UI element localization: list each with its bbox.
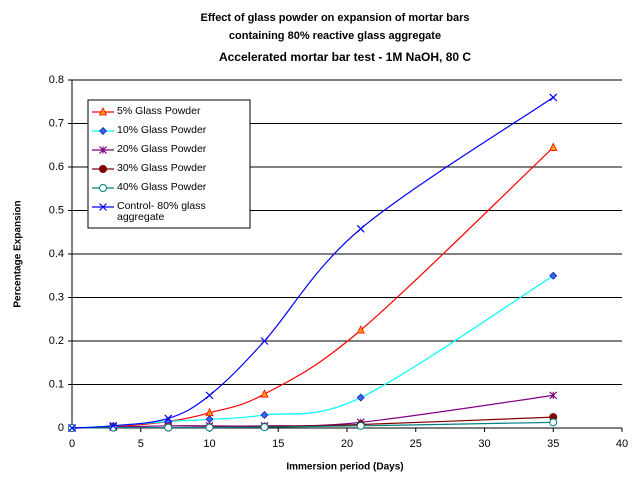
y-tick-label: 0.2 xyxy=(49,335,64,347)
legend-marker xyxy=(99,184,107,192)
legend-marker xyxy=(99,146,107,154)
y-tick-label: 0.8 xyxy=(49,74,64,86)
legend-box xyxy=(87,99,251,229)
marker xyxy=(549,93,558,102)
y-axis-label: Percentage Expansion xyxy=(13,200,24,307)
chart-title: Effect of glass powder on expansion of m… xyxy=(201,12,470,24)
marker xyxy=(164,414,173,423)
marker xyxy=(68,424,76,432)
marker xyxy=(549,271,558,280)
legend-label: 5% Glass Powder xyxy=(117,106,201,117)
x-tick-label: 35 xyxy=(547,438,559,450)
legend-entry: 10% Glass Powder xyxy=(117,125,207,136)
marker xyxy=(205,423,214,432)
marker xyxy=(356,421,365,430)
x-tick-label: 0 xyxy=(69,438,75,450)
series-line xyxy=(71,275,554,429)
legend-label: 10% Glass Powder xyxy=(117,125,207,136)
marker xyxy=(356,224,365,233)
legend-label: 30% Glass Powder xyxy=(117,163,207,174)
marker xyxy=(260,411,269,419)
y-tick-label: 0.4 xyxy=(49,248,64,260)
x-tick-label: 30 xyxy=(478,438,490,450)
legend-marker xyxy=(98,107,108,116)
marker xyxy=(260,423,269,432)
x-tick-label: 15 xyxy=(272,438,284,450)
marker xyxy=(356,325,365,334)
y-tick-label: 0.5 xyxy=(49,204,64,216)
legend-entry: 40% Glass Powder xyxy=(117,182,207,193)
legend-label: 20% Glass Powder xyxy=(117,144,207,155)
y-tick-label: 0.1 xyxy=(49,378,64,390)
x-tick-label: 10 xyxy=(203,438,215,450)
y-tick-label: 0.6 xyxy=(49,161,64,173)
marker xyxy=(205,391,214,400)
x-tick-label: 40 xyxy=(616,438,628,450)
legend-label: Control- 80% glass aggregate xyxy=(117,201,206,223)
marker xyxy=(549,391,558,400)
legend-marker xyxy=(99,165,107,173)
x-tick-label: 5 xyxy=(138,438,144,450)
marker xyxy=(356,393,365,402)
series-line xyxy=(71,146,554,429)
legend-label: 40% Glass Powder xyxy=(117,182,207,193)
legend-entry: 20% Glass Powder xyxy=(117,144,207,155)
chart-subtitle: containing 80% reactive glass aggregate xyxy=(229,30,441,42)
y-tick-label: 0.3 xyxy=(49,291,64,303)
y-tick-label: 0.7 xyxy=(49,117,64,129)
x-tick-label: 20 xyxy=(341,438,353,450)
legend-entry: 30% Glass Powder xyxy=(117,163,207,174)
marker xyxy=(109,421,118,430)
legend-marker xyxy=(99,127,107,135)
marker xyxy=(205,415,214,424)
x-axis-label: Immersion period (Days) xyxy=(286,462,403,473)
marker xyxy=(549,418,558,427)
marker xyxy=(549,142,558,151)
marker xyxy=(260,389,269,398)
legend-marker xyxy=(99,203,107,211)
x-tick-label: 25 xyxy=(410,438,422,450)
legend-entry: 5% Glass Powder xyxy=(117,106,201,117)
marker xyxy=(164,423,173,432)
chart-subtitle: Accelerated mortar bar test - 1M NaOH, 8… xyxy=(219,50,471,64)
y-tick-label: 0 xyxy=(58,422,64,434)
series-line xyxy=(71,96,554,429)
marker xyxy=(260,337,269,345)
legend-entry: Control- 80% glass aggregate xyxy=(117,201,206,223)
